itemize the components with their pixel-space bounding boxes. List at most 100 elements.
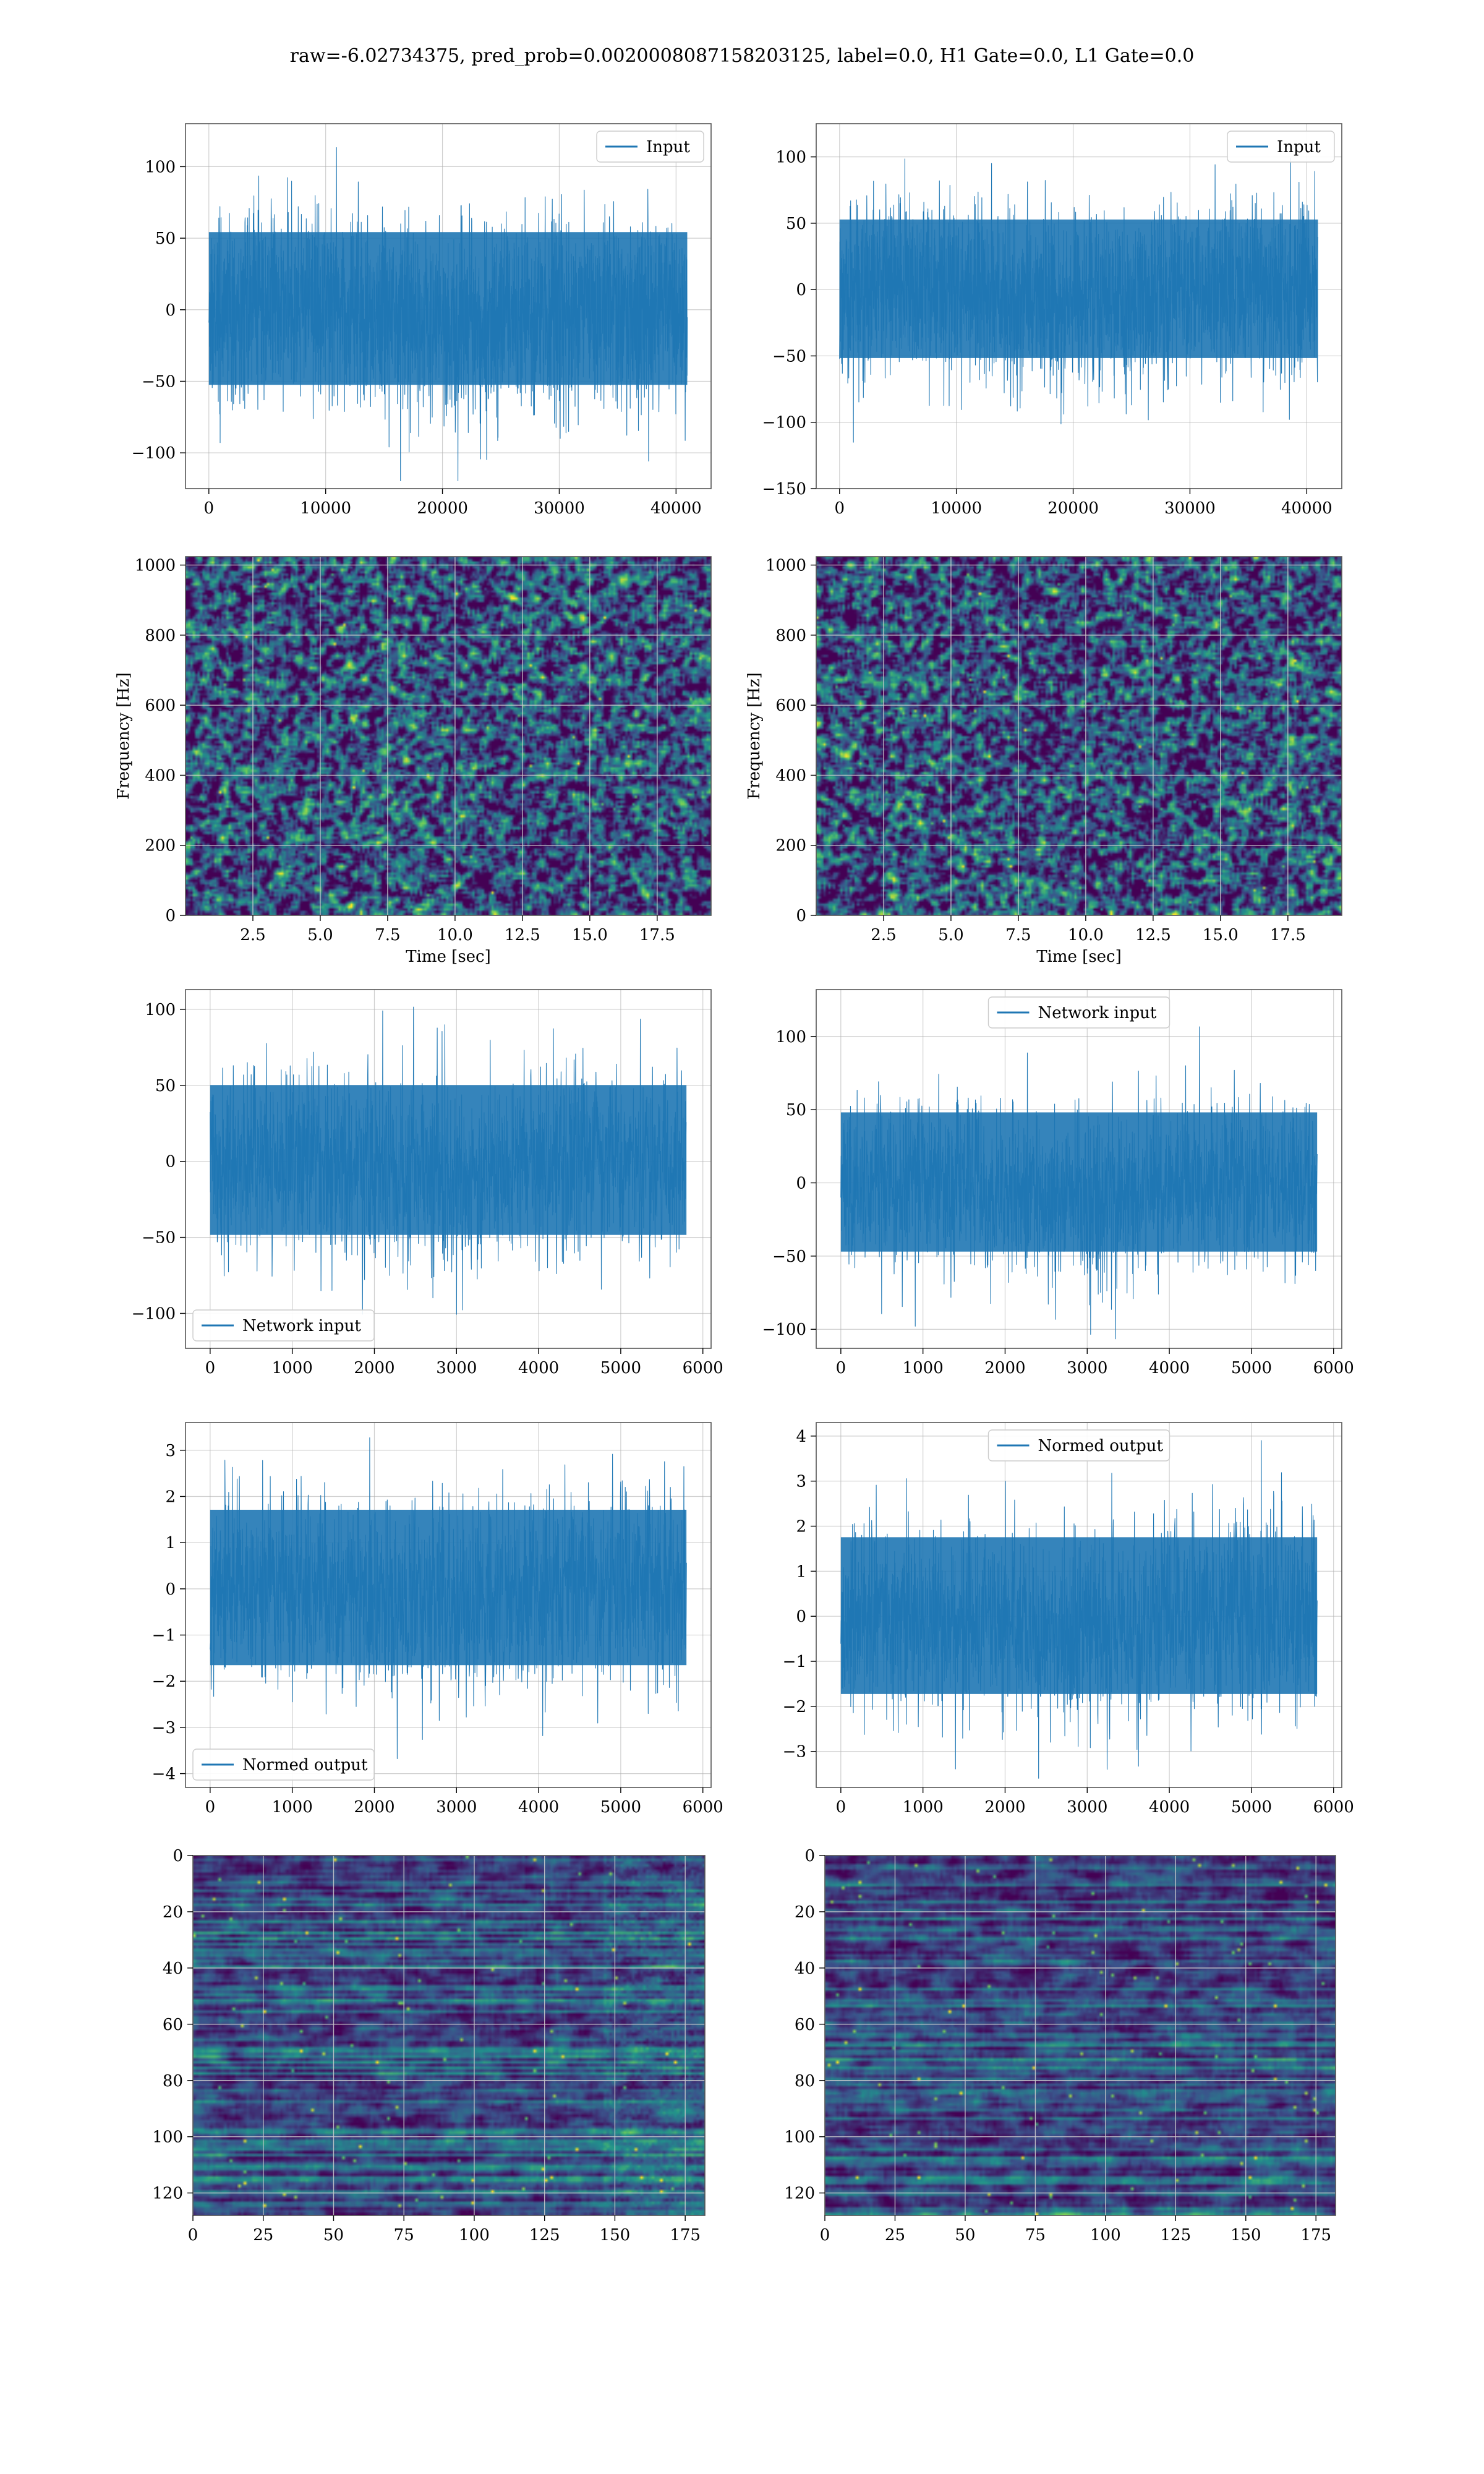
signal-band [210, 1510, 687, 1666]
x-tick-label: 5.0 [307, 926, 333, 944]
y-tick-label: 200 [775, 837, 806, 855]
y-tick-label: 200 [145, 837, 176, 855]
x-tick-label: 5000 [600, 1359, 641, 1377]
y-tick-label: −3 [783, 1743, 806, 1761]
y-tick-label: 120 [152, 2185, 183, 2203]
y-tick-label: 0 [165, 1153, 176, 1171]
axes-frame [816, 1422, 1342, 1788]
y-tick-label: 20 [795, 1903, 815, 1922]
heatmap-image [193, 1856, 705, 2215]
subplot-normed-output-l1: 0 1000 2000 3000 4000 5000 6000 −3 −2 −1 0 1 2 3 4 Norm… [783, 1422, 1354, 1817]
y-tick-label: 40 [795, 1959, 815, 1978]
x-tick-label: 75 [1025, 2226, 1046, 2245]
signal-band [208, 232, 688, 385]
legend: Input [1227, 131, 1335, 163]
x-tick-label: 30000 [534, 499, 585, 518]
x-tick-label: 50 [955, 2226, 975, 2245]
y-tick-label: 800 [775, 627, 806, 645]
x-tick-label: 6000 [1313, 1359, 1354, 1377]
legend: Normed output [192, 1748, 375, 1781]
y-tick-label: −2 [152, 1672, 176, 1691]
y-tick-label: 100 [775, 1028, 806, 1047]
y-tick-label: 0 [173, 1847, 183, 1865]
x-tick-label: 0 [835, 499, 845, 518]
x-tick-label: 2.5 [871, 926, 896, 944]
subplot-network-input-l1: 0 1000 2000 3000 4000 5000 6000 −100 −50 0 50 100 Ne… [762, 989, 1354, 1377]
y-tick-label: −150 [762, 480, 806, 499]
y-tick-label: 0 [165, 301, 176, 320]
x-tick-label: 100 [1090, 2226, 1121, 2245]
heatmap-image [186, 557, 711, 915]
legend-label: Normed output [1038, 1437, 1164, 1455]
y-tick-label: 100 [145, 158, 176, 176]
x-tick-label: 4000 [518, 1359, 559, 1377]
y-tick-label: 600 [775, 696, 806, 715]
legend-box [596, 131, 704, 163]
y-tick-label: −100 [132, 1304, 176, 1323]
y-tick-label: 2 [165, 1487, 176, 1506]
x-tick-label: 50 [323, 2226, 344, 2245]
x-tick-label: 12.5 [505, 926, 540, 944]
y-tick-label: −1 [783, 1653, 806, 1671]
x-tick-label: 3000 [436, 1798, 477, 1817]
subplot-feature-map-l1: 0 25 50 75 100 125 150 175 0 20 40 60 80 100 120 [784, 1847, 1336, 2245]
legend-label: Input [1277, 138, 1321, 156]
y-tick-label: 600 [145, 696, 176, 715]
y-tick-label: 60 [163, 2016, 183, 2034]
legend: Normed output [987, 1429, 1171, 1462]
x-tick-label: 0 [188, 2226, 198, 2245]
figure-title: raw=-6.02734375, pred_prob=0.00200080871… [290, 45, 1195, 67]
y-tick-label: 80 [163, 2072, 183, 2091]
y-tick-label: 100 [145, 1001, 176, 1019]
y-tick-label: 120 [784, 2185, 815, 2203]
y-tick-label: 4 [796, 1427, 806, 1446]
y-axis-label: Frequency [Hz] [114, 672, 133, 800]
y-tick-label: −100 [762, 1320, 806, 1339]
legend-label: Network input [242, 1317, 361, 1335]
y-tick-label: 0 [796, 1174, 806, 1192]
y-tick-label: −4 [152, 1765, 176, 1784]
legend: Network input [192, 1309, 375, 1342]
x-axis-label: Time [sec] [1036, 948, 1122, 966]
x-tick-label: 15.0 [572, 926, 608, 944]
y-tick-label: 400 [145, 766, 176, 785]
x-tick-label: 25 [253, 2226, 273, 2245]
y-tick-label: −50 [142, 372, 176, 391]
x-tick-label: 125 [1160, 2226, 1191, 2245]
x-tick-label: 7.5 [1005, 926, 1031, 944]
x-tick-label: 10000 [931, 499, 982, 518]
x-tick-label: 175 [670, 2226, 701, 2245]
y-tick-label: 60 [795, 2016, 815, 2034]
axes-frame [185, 556, 712, 916]
y-tick-label: 50 [155, 1077, 176, 1095]
x-tick-label: 12.5 [1135, 926, 1171, 944]
x-tick-label: 1000 [272, 1798, 313, 1817]
y-tick-label: −2 [783, 1698, 806, 1716]
legend-label: Normed output [242, 1756, 368, 1774]
x-tick-label: 0 [820, 2226, 830, 2245]
subplot-input-h1: 0 10000 20000 30000 40000 −100 −50 0 50 100 Input [132, 123, 712, 518]
signal-band [840, 1112, 1318, 1252]
legend: Input [596, 131, 704, 163]
subplot-input-l1: 0 10000 20000 30000 40000 −150 −100 −50 0 50 100 In… [762, 123, 1342, 518]
x-tick-label: 5.0 [938, 926, 963, 944]
x-tick-label: 0 [205, 1359, 216, 1377]
axes-frame [192, 1855, 706, 2216]
legend-label: Network input [1038, 1004, 1157, 1022]
y-tick-label: 100 [784, 2128, 815, 2147]
x-tick-label: 2000 [354, 1359, 394, 1377]
x-tick-label: 4000 [1149, 1798, 1190, 1817]
x-tick-label: 0 [204, 499, 215, 518]
x-tick-label: 3000 [436, 1359, 477, 1377]
x-tick-label: 40000 [650, 499, 702, 518]
x-tick-label: 15.0 [1203, 926, 1239, 944]
x-tick-label: 6000 [683, 1798, 723, 1817]
x-tick-label: 10000 [300, 499, 351, 518]
legend-box [1227, 131, 1335, 163]
y-tick-label: 50 [155, 229, 176, 248]
x-tick-label: 5000 [1231, 1359, 1272, 1377]
y-tick-label: −1 [152, 1627, 176, 1645]
heatmap-image [825, 1856, 1336, 2215]
y-tick-label: 0 [796, 281, 806, 299]
